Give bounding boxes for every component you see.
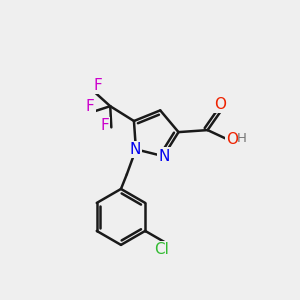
Text: F: F bbox=[93, 78, 102, 93]
Text: N: N bbox=[158, 149, 170, 164]
Text: O: O bbox=[214, 97, 226, 112]
Text: F: F bbox=[100, 118, 109, 134]
Text: F: F bbox=[86, 99, 94, 114]
Text: H: H bbox=[237, 132, 247, 145]
Text: O: O bbox=[226, 131, 238, 146]
Text: Cl: Cl bbox=[154, 242, 169, 257]
Text: N: N bbox=[130, 142, 141, 157]
